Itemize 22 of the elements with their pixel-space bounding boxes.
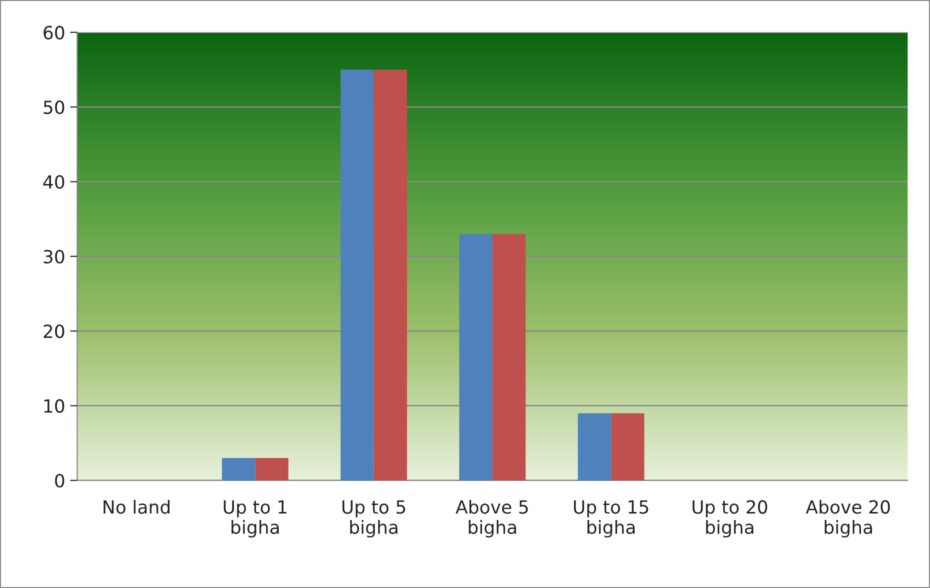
- bar: [492, 234, 526, 480]
- bar: [611, 413, 644, 480]
- x-tick-label: Up to 15 bigha: [574, 500, 648, 538]
- bar: [255, 458, 288, 480]
- x-tick-label: Up to 20 bigha: [692, 500, 768, 538]
- x-tick-label: Up to 1 bigha: [224, 500, 286, 538]
- x-tick-label: Above 20 bigha: [806, 500, 890, 538]
- y-tick-label: 10: [44, 399, 64, 413]
- y-tick-label: 20: [44, 324, 64, 338]
- bar: [222, 458, 256, 480]
- bar: [459, 234, 492, 480]
- bar: [374, 70, 408, 480]
- x-tick-label: Above 5 bigha: [456, 500, 528, 538]
- x-tick-label: Up to 5 bigha: [342, 500, 406, 538]
- y-tick-label: 0: [55, 474, 64, 488]
- x-tick-label: No land: [104, 500, 170, 514]
- y-tick-label: 40: [43, 175, 64, 189]
- y-tick-label: 30: [44, 250, 64, 264]
- bar: [578, 413, 612, 480]
- bar: [340, 70, 374, 480]
- y-tick-label: 50: [44, 100, 64, 114]
- y-tick-label: 60: [44, 26, 64, 40]
